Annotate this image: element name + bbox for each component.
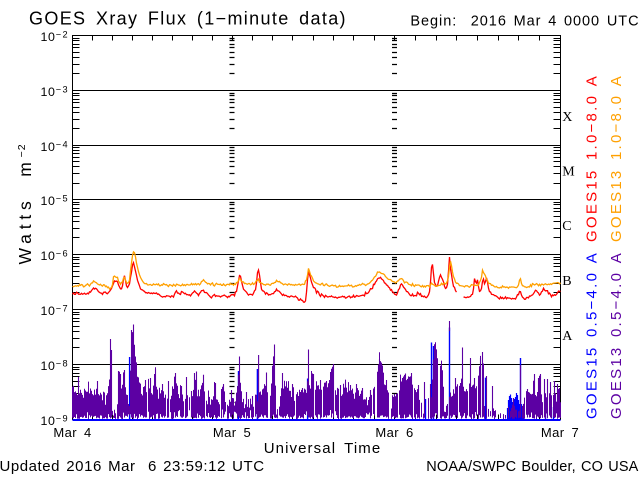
svg-text:10: 10 — [41, 194, 56, 208]
svg-text:X: X — [562, 110, 572, 125]
svg-text:−5: −5 — [56, 193, 69, 203]
svg-text:10: 10 — [41, 304, 56, 318]
svg-text:−8: −8 — [56, 358, 69, 368]
svg-text:NOAA/SWPC Boulder, CO USA: NOAA/SWPC Boulder, CO USA — [426, 459, 638, 475]
svg-text:−2: −2 — [56, 29, 69, 39]
svg-text:Updated 2016 Mar 6 23:59:12 U: Updated 2016 Mar 6 23:59:12 UTC — [0, 458, 265, 475]
svg-text:10: 10 — [41, 414, 56, 428]
svg-text:A: A — [562, 329, 573, 344]
svg-text:Universal Time: Universal Time — [264, 440, 382, 457]
svg-text:Mar 7: Mar 7 — [541, 425, 579, 440]
svg-text:GOES15 0.5−4.0 A: GOES15 0.5−4.0 A — [583, 251, 600, 419]
svg-text:10: 10 — [41, 140, 56, 154]
svg-text:GOES Xray Flux (1−minute data): GOES Xray Flux (1−minute data) — [29, 9, 347, 29]
svg-text:Begin: 2016 Mar 4 0000 UTC: Begin: 2016 Mar 4 0000 UTC — [410, 14, 639, 30]
svg-text:−9: −9 — [56, 413, 69, 423]
svg-text:10: 10 — [41, 85, 56, 99]
svg-text:GOES15 1.0−8.0 A: GOES15 1.0−8.0 A — [583, 74, 600, 242]
svg-text:C: C — [562, 219, 571, 234]
svg-text:Mar 5: Mar 5 — [213, 425, 251, 440]
svg-text:10: 10 — [41, 359, 56, 373]
svg-text:10: 10 — [41, 30, 56, 44]
svg-text:Mar 6: Mar 6 — [375, 425, 413, 440]
svg-text:−3: −3 — [56, 84, 69, 94]
svg-text:−4: −4 — [56, 139, 69, 149]
svg-text:GOES13 1.0−8.0 A: GOES13 1.0−8.0 A — [608, 74, 625, 242]
svg-text:Mar 4: Mar 4 — [53, 425, 91, 440]
svg-text:−6: −6 — [56, 248, 69, 258]
svg-text:GOES13 0.5−4.0 A: GOES13 0.5−4.0 A — [608, 251, 625, 419]
svg-text:10: 10 — [41, 249, 56, 263]
svg-text:B: B — [562, 274, 571, 289]
svg-text:−7: −7 — [56, 303, 69, 313]
svg-text:M: M — [562, 165, 575, 180]
svg-text:Watts m−2: Watts m−2 — [15, 143, 35, 264]
